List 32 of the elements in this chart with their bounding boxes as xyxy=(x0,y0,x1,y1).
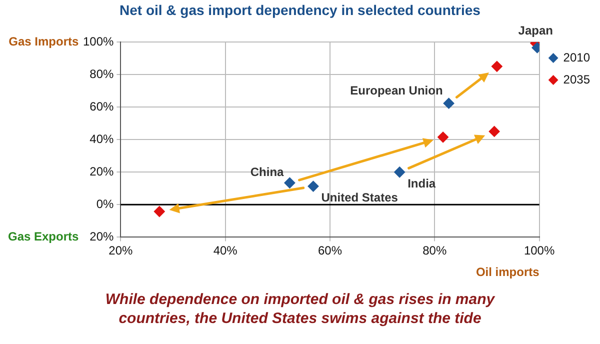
y-tick-label: 80% xyxy=(90,66,114,81)
point xyxy=(443,98,454,109)
annotation: India xyxy=(408,176,436,190)
x-tick-label: 100% xyxy=(524,244,555,258)
point xyxy=(488,126,500,137)
annotation: United States xyxy=(321,190,398,205)
annotation: Japan xyxy=(518,23,553,38)
y-tick-label: 60% xyxy=(90,99,114,114)
chart-title: Net oil & gas import dependency in selected countries xyxy=(118,2,482,20)
point xyxy=(438,132,449,143)
legend-label: 2010 xyxy=(563,50,590,64)
y-tick-label: 20% xyxy=(90,164,114,178)
point xyxy=(394,166,406,178)
point xyxy=(284,177,296,188)
point xyxy=(154,206,165,217)
y-tick-label: 40% xyxy=(90,132,114,146)
legend-label: 2035 xyxy=(563,72,590,86)
x-tick-label: 20% xyxy=(108,244,134,258)
x-tick-label: 40% xyxy=(213,244,238,258)
x-tick-label: 80% xyxy=(422,244,447,258)
point xyxy=(308,180,319,192)
y-tick-label: 0% xyxy=(96,196,114,211)
x-axis-title: Oil imports xyxy=(476,265,540,280)
point xyxy=(491,60,502,72)
x-tick-label: 60% xyxy=(318,244,342,258)
annotation: China xyxy=(250,165,284,180)
annotation: European Union xyxy=(350,84,443,98)
text: Gas Exports xyxy=(8,230,80,244)
text: Gas Imports xyxy=(8,34,80,48)
text: While dependence on imported oil & gas rises in many countries, the United States swims against the tide xyxy=(104,290,496,328)
y-tick-label: 100% xyxy=(82,34,114,48)
y-tick-label: 20% xyxy=(90,230,114,244)
